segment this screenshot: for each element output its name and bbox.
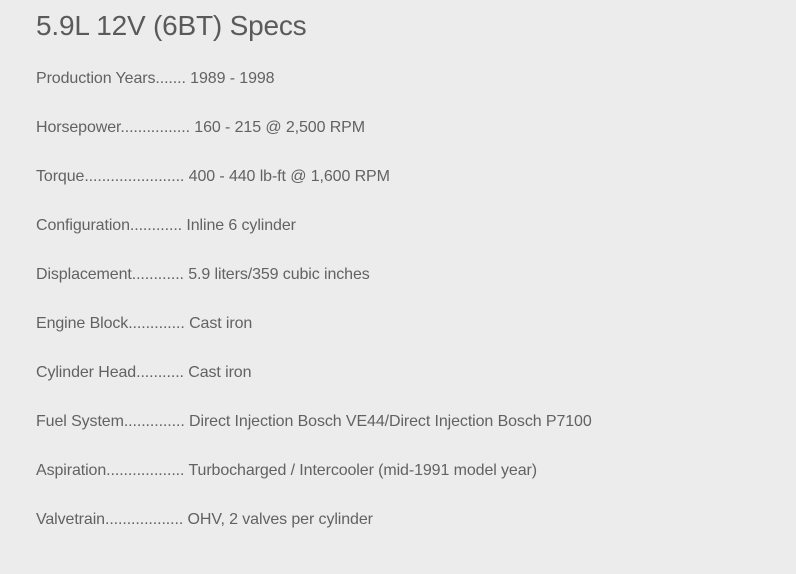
spec-value: Turbocharged / Intercooler (mid-1991 mod… [188,462,537,479]
spec-value: 1989 - 1998 [190,70,274,87]
spec-dots: ............ [130,217,182,234]
spec-label: Engine Block [36,315,128,332]
spec-row: Production Years....... 1989 - 1998 [36,70,760,88]
spec-dots: ....................... [84,168,184,185]
spec-row: Engine Block............. Cast iron [36,315,760,333]
spec-row: Torque....................... 400 - 440 … [36,168,760,186]
spec-value: Direct Injection Bosch VE44/Direct Injec… [189,413,592,430]
spec-dots: .................. [105,511,183,528]
spec-value: 400 - 440 lb-ft @ 1,600 RPM [189,168,390,185]
spec-value: 160 - 215 @ 2,500 RPM [194,119,365,136]
page-title: 5.9L 12V (6BT) Specs [36,10,760,42]
spec-label: Torque [36,168,84,185]
spec-label: Fuel System [36,413,124,430]
spec-row: Configuration............ Inline 6 cylin… [36,217,760,235]
spec-dots: ................ [120,119,190,136]
spec-row: Aspiration.................. Turbocharge… [36,462,760,480]
spec-label: Aspiration [36,462,106,479]
spec-row: Horsepower................ 160 - 215 @ 2… [36,119,760,137]
spec-row: Valvetrain.................. OHV, 2 valv… [36,511,760,529]
spec-dots: .............. [124,413,185,430]
spec-dots: ............ [132,266,184,283]
spec-dots: ............. [128,315,185,332]
spec-dots: ....... [155,70,185,87]
spec-label: Production Years [36,70,155,87]
spec-value: Cast iron [189,315,252,332]
spec-dots: ........... [136,364,184,381]
spec-label: Valvetrain [36,511,105,528]
spec-row: Displacement............ 5.9 liters/359 … [36,266,760,284]
spec-dots: .................. [106,462,184,479]
spec-value: Cast iron [188,364,251,381]
spec-value: OHV, 2 valves per cylinder [188,511,373,528]
spec-value: 5.9 liters/359 cubic inches [188,266,369,283]
specs-list: Production Years....... 1989 - 1998 Hors… [36,70,760,529]
spec-row: Cylinder Head........... Cast iron [36,364,760,382]
spec-value: Inline 6 cylinder [186,217,295,234]
spec-label: Horsepower [36,119,120,136]
spec-label: Configuration [36,217,130,234]
spec-row: Fuel System.............. Direct Injecti… [36,413,760,431]
spec-label: Displacement [36,266,132,283]
spec-label: Cylinder Head [36,364,136,381]
